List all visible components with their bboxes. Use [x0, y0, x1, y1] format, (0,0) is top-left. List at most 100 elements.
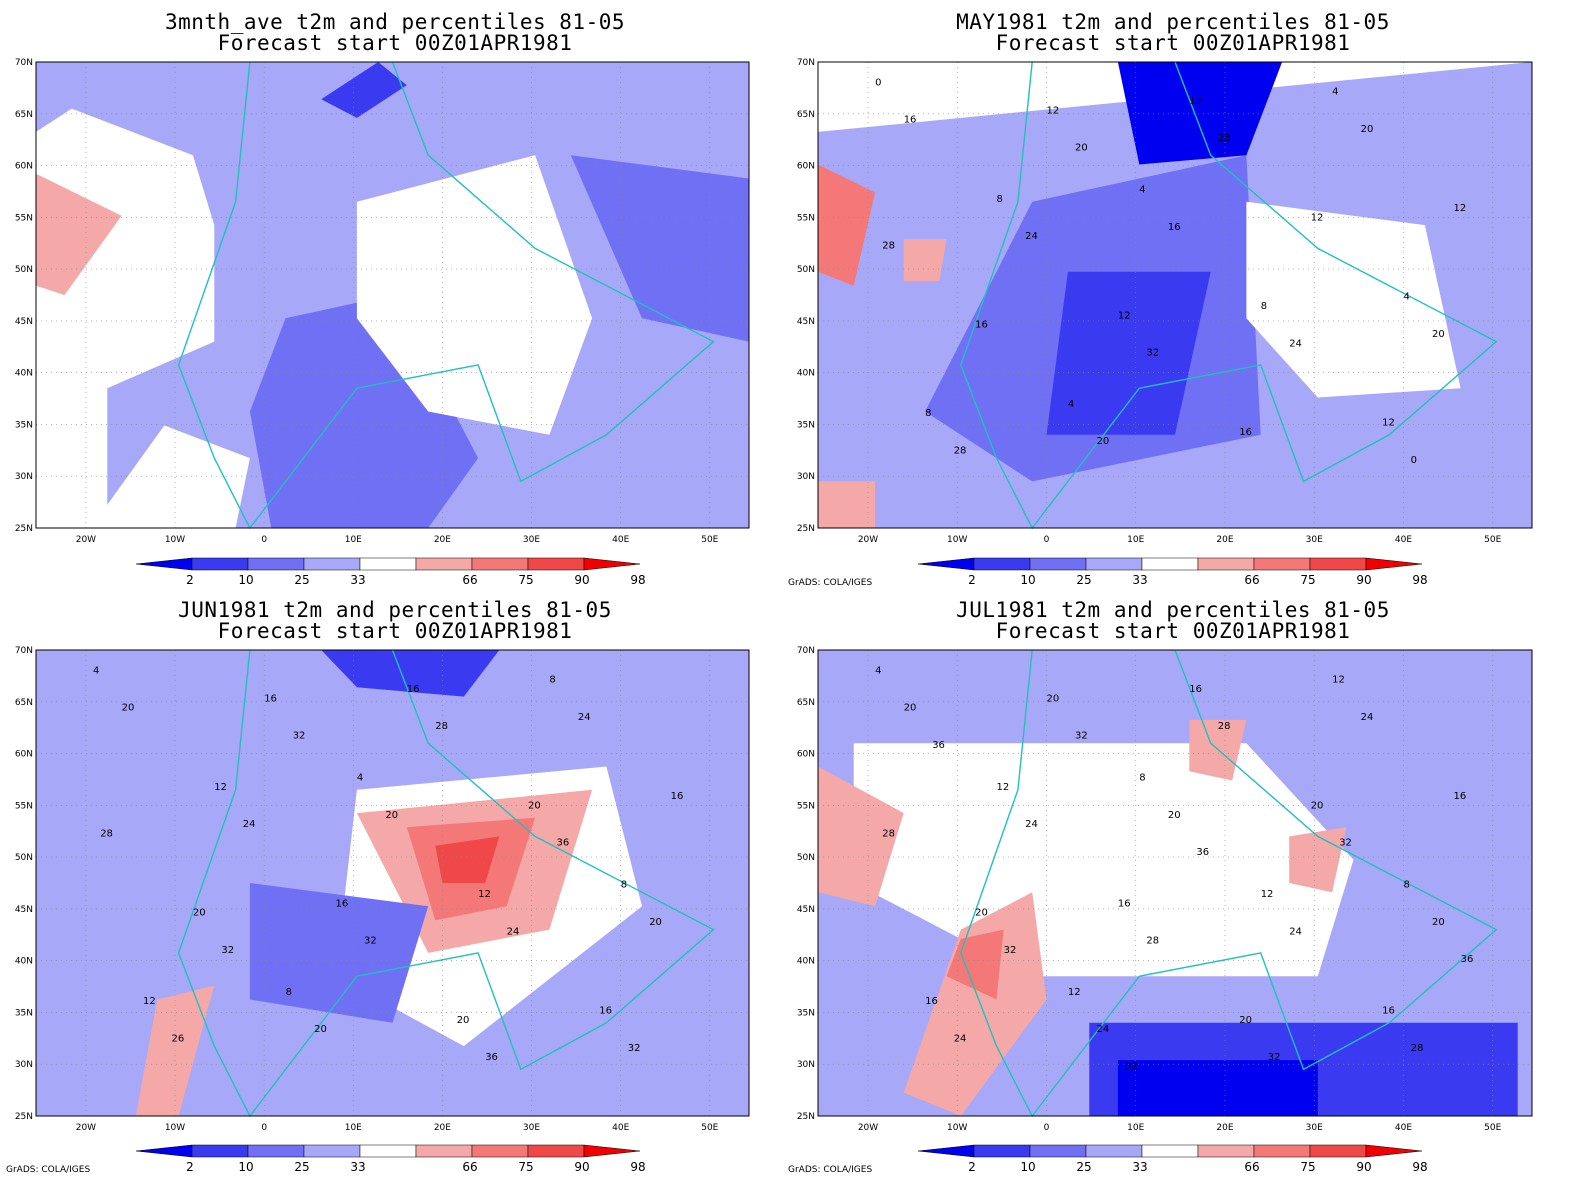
lon-tick-label: 20E — [1216, 535, 1233, 545]
contour-label: 8 — [1139, 773, 1145, 784]
lat-tick-label: 55N — [15, 213, 33, 223]
lat-tick-label: 55N — [797, 801, 815, 811]
contour-label: 4 — [93, 665, 99, 676]
lat-tick-label: 50N — [15, 265, 33, 275]
contour-label: 20 — [314, 1024, 327, 1035]
legend-swatch — [1141, 1144, 1199, 1158]
contour-label: 28 — [1146, 936, 1159, 947]
lon-tick-label: 20E — [1216, 1123, 1233, 1133]
lat-tick-label: 70N — [797, 646, 815, 656]
lon-tick-label: 50E — [701, 1123, 718, 1133]
coastline — [960, 61, 1498, 530]
legend-label: 2 — [968, 1160, 976, 1174]
legend-label: 90 — [574, 573, 589, 587]
lon-tick-label: 10E — [1127, 1123, 1144, 1133]
lat-tick-label: 30N — [797, 1060, 815, 1070]
legend-arrow-right — [583, 557, 641, 571]
lon-tick-label: 10W — [947, 535, 967, 545]
legend-label: 10 — [1020, 1160, 1035, 1174]
legend-label: 98 — [1412, 573, 1427, 587]
contour-label: 12 — [1068, 987, 1081, 998]
legend-label: 75 — [518, 1160, 533, 1174]
contour-label: 16 — [1189, 684, 1202, 695]
lon-tick-label: 20W — [76, 535, 96, 545]
lon-tick-label: 10W — [947, 1123, 967, 1133]
lon-tick-label: 0 — [261, 535, 267, 545]
legend-arrow-right — [583, 1144, 641, 1158]
legend-label: 25 — [294, 1160, 309, 1174]
contour-label: 28 — [1218, 133, 1231, 144]
contour-label: 20 — [904, 703, 917, 714]
lat-tick-label: 65N — [797, 698, 815, 708]
contour-label: 36 — [1196, 847, 1209, 858]
contour-label: 32 — [1075, 731, 1088, 742]
legend-swatch — [303, 1144, 361, 1158]
color-legend: 2 10 25 33 66 75 90 98 — [917, 1144, 1428, 1174]
contour-label: 28 — [1411, 1043, 1424, 1054]
percentile-region — [1246, 201, 1461, 398]
contour-label: 0 — [875, 77, 881, 88]
contour-label: 4 — [1139, 185, 1145, 196]
contour-label: 4 — [357, 773, 363, 784]
map-panel-4: 4881212121216161616162020202020202024242… — [797, 646, 1533, 1174]
credit-panel-3: GrADS: COLA/IGES — [6, 1165, 91, 1175]
lon-tick-label: 0 — [1044, 535, 1050, 545]
lon-tick-label: 20E — [434, 535, 451, 545]
contour-label: 28 — [882, 828, 895, 839]
contour-label: 28 — [100, 828, 113, 839]
contour-label: 20 — [975, 908, 988, 919]
lon-tick-label: 30E — [523, 1123, 540, 1133]
contour-label: 36 — [557, 838, 570, 849]
legend-swatch — [415, 557, 473, 571]
lon-tick-label: 50E — [701, 535, 718, 545]
contour-label: 4 — [1404, 292, 1410, 303]
legend-label: 25 — [1076, 573, 1091, 587]
lat-tick-label: 25N — [15, 524, 33, 534]
lon-tick-label: 20W — [76, 1123, 96, 1133]
contour-label: 20 — [193, 908, 206, 919]
legend-label: 10 — [238, 1160, 253, 1174]
legend-swatch — [359, 557, 417, 571]
lat-tick-label: 40N — [797, 957, 815, 967]
map-panel-2: 0444488812121212121216161616202020242428… — [797, 58, 1533, 587]
contour-label: 12 — [1118, 310, 1131, 321]
contour-label: 16 — [925, 996, 938, 1007]
lon-tick-label: 50E — [1484, 535, 1501, 545]
contour-label: 12 — [1261, 889, 1274, 900]
legend-label: 75 — [1300, 573, 1315, 587]
lat-tick-label: 40N — [15, 369, 33, 379]
contour-label: 24 — [578, 712, 591, 723]
panel-4-title: JUL1981 t2m and percentiles 81-05 Foreca… — [818, 600, 1528, 642]
contour-label: 36 — [1461, 954, 1474, 965]
lat-tick-label: 55N — [15, 801, 33, 811]
coastline — [177, 649, 715, 1118]
lat-tick-label: 65N — [15, 110, 33, 120]
contour-label: 16 — [1454, 791, 1467, 802]
legend-swatch — [527, 1144, 585, 1158]
contour-label: 20 — [385, 810, 398, 821]
contour-label: 20 — [1432, 917, 1445, 928]
contour-label: 16 — [599, 1006, 612, 1017]
contour-label: 20 — [528, 800, 541, 811]
legend-swatch — [1309, 1144, 1367, 1158]
lat-tick-label: 60N — [797, 162, 815, 172]
lat-tick-label: 45N — [15, 905, 33, 915]
lat-tick-label: 55N — [797, 213, 815, 223]
contour-label: 26 — [172, 1033, 185, 1044]
panel-4-title-line2: Forecast start 00Z01APR1981 — [995, 619, 1351, 643]
lon-tick-label: 30E — [523, 535, 540, 545]
lat-tick-label: 40N — [15, 957, 33, 967]
percentile-region — [1117, 62, 1283, 165]
lat-tick-label: 30N — [797, 472, 815, 482]
lon-tick-label: 20W — [858, 535, 878, 545]
contour-label: 32 — [293, 731, 306, 742]
map-panel-3: 4488812121216161616162020202020202024242… — [15, 646, 750, 1174]
contour-label: 28 — [435, 721, 448, 732]
contour-label: 32 — [221, 945, 234, 956]
lon-tick-label: 0 — [1044, 1123, 1050, 1133]
coastline — [177, 61, 715, 530]
lat-tick-label: 35N — [797, 1008, 815, 1018]
legend-label: 90 — [1356, 573, 1371, 587]
map-frame — [35, 649, 750, 1117]
lat-tick-label: 25N — [15, 1112, 33, 1122]
